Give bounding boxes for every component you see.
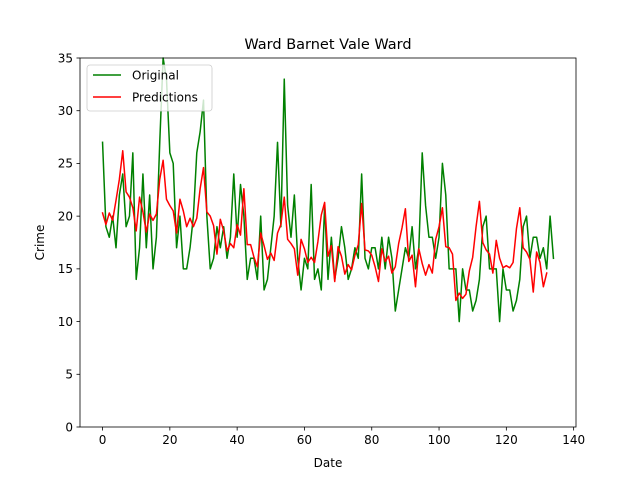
y-tick-label: 25 (58, 157, 73, 171)
y-axis-label: Crime (33, 225, 47, 261)
y-tick-label: 0 (65, 420, 73, 434)
y-tick-label: 35 (58, 51, 73, 65)
legend: Original Predictions (87, 65, 212, 111)
x-tick-label: 20 (162, 433, 177, 447)
legend-label-original: Original (132, 69, 179, 83)
y-tick-label: 10 (58, 315, 73, 329)
legend-label-predictions: Predictions (132, 91, 198, 105)
plot-area (80, 58, 576, 427)
y-tick-label: 30 (58, 104, 73, 118)
x-tick-label: 0 (99, 433, 107, 447)
x-tick-label: 80 (364, 433, 379, 447)
y-tick-label: 15 (58, 262, 73, 276)
y-tick-label: 20 (58, 209, 73, 223)
x-tick-label: 100 (428, 433, 451, 447)
x-axis-label: Date (314, 456, 343, 470)
y-tick-label: 5 (65, 368, 73, 382)
chart-title: Ward Barnet Vale Ward (244, 37, 411, 53)
x-tick-label: 140 (562, 433, 585, 447)
x-tick-label: 60 (297, 433, 312, 447)
x-tick-label: 120 (495, 433, 518, 447)
x-tick-label: 40 (230, 433, 245, 447)
